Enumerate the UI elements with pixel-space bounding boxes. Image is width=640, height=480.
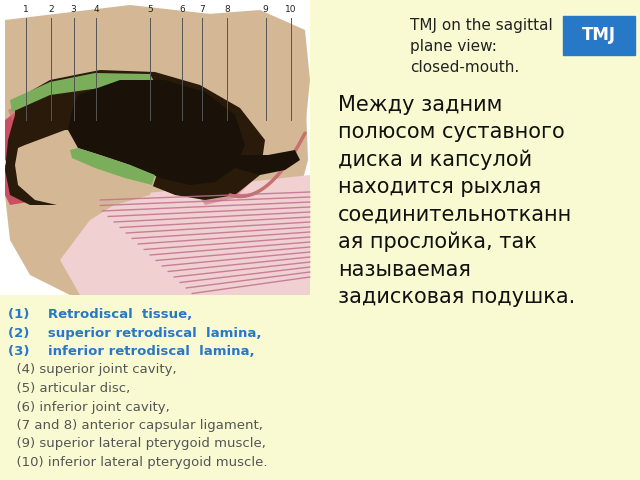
Text: Между задним
полюсом суставного
диска и капсулой
находится рыхлая
соединительнот: Между задним полюсом суставного диска и …: [338, 95, 575, 307]
Text: (9) superior lateral pterygoid muscle,: (9) superior lateral pterygoid muscle,: [8, 437, 266, 451]
FancyBboxPatch shape: [0, 0, 310, 295]
Text: 5: 5: [148, 5, 153, 14]
Text: 7: 7: [199, 5, 204, 14]
Text: (6) inferior joint cavity,: (6) inferior joint cavity,: [8, 400, 170, 413]
Polygon shape: [5, 155, 75, 205]
Polygon shape: [68, 80, 245, 185]
Text: (4) superior joint cavity,: (4) superior joint cavity,: [8, 363, 177, 376]
Text: 3: 3: [71, 5, 76, 14]
Text: TMJ on the sagittal
plane view:
closed-mouth.: TMJ on the sagittal plane view: closed-m…: [410, 18, 553, 75]
Polygon shape: [15, 130, 160, 208]
Text: 9: 9: [263, 5, 268, 14]
Text: 1: 1: [23, 5, 28, 14]
Text: 8: 8: [225, 5, 230, 14]
Polygon shape: [5, 5, 295, 155]
FancyBboxPatch shape: [563, 16, 635, 55]
Text: (5) articular disc,: (5) articular disc,: [8, 382, 131, 395]
Text: 4: 4: [93, 5, 99, 14]
Text: 6: 6: [180, 5, 185, 14]
Polygon shape: [8, 80, 260, 205]
Polygon shape: [60, 175, 310, 295]
Text: 10: 10: [285, 5, 297, 14]
Text: 2: 2: [49, 5, 54, 14]
Polygon shape: [5, 140, 190, 295]
Polygon shape: [5, 95, 80, 170]
Polygon shape: [235, 150, 300, 175]
Text: (10) inferior lateral pterygoid muscle.: (10) inferior lateral pterygoid muscle.: [8, 456, 268, 469]
Text: (1)    Retrodiscal  tissue,: (1) Retrodiscal tissue,: [8, 308, 192, 321]
Text: (7 and 8) anterior capsular ligament,: (7 and 8) anterior capsular ligament,: [8, 419, 263, 432]
Polygon shape: [10, 73, 155, 112]
Text: (2)    superior retrodiscal  lamina,: (2) superior retrodiscal lamina,: [8, 326, 262, 339]
Polygon shape: [70, 148, 155, 185]
Polygon shape: [5, 70, 265, 205]
Polygon shape: [195, 10, 310, 160]
Polygon shape: [165, 50, 308, 230]
Text: TMJ: TMJ: [582, 26, 616, 44]
Text: (3)    inferior retrodiscal  lamina,: (3) inferior retrodiscal lamina,: [8, 345, 255, 358]
